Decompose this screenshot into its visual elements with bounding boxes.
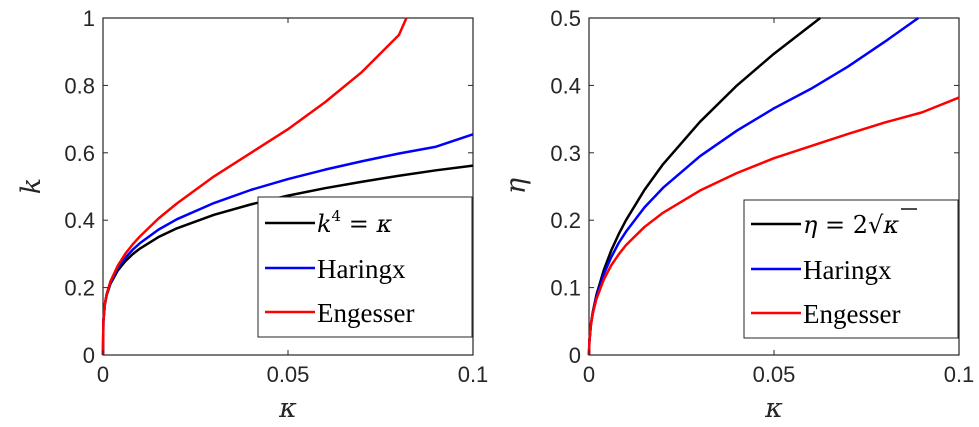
left-ticks-group: 0 0.05 0.1 0 0.2 0.4 0.6 0.8 1 (64, 6, 488, 387)
right-ticks-group: 0 0.05 0.1 0 0.1 0.2 0.3 0.4 0.5 (550, 6, 974, 387)
right-legend-label-1: η = 2√κ (803, 211, 899, 239)
right-ytick-label: 0.2 (550, 208, 581, 233)
right-xlabel: κ (764, 393, 783, 424)
right-legend-label-2: Haringx (803, 255, 892, 285)
right-ytick-label: 0.1 (550, 276, 581, 301)
left-ylabel: k (16, 178, 47, 194)
left-xtick-label: 0.1 (458, 362, 489, 387)
left-chart: 0 0.05 0.1 0 0.2 0.4 0.6 0.8 1 κ k k4 = κ Haring… (16, 6, 488, 424)
right-ylabel: η (501, 178, 532, 194)
left-ytick-label: 0.4 (64, 208, 95, 233)
right-ytick-label: 0.3 (550, 141, 581, 166)
left-legend: k4 = κ Haringx Engesser (257, 196, 473, 338)
right-series-line-3 (587, 96, 960, 356)
left-legend-label-3: Engesser (317, 298, 414, 328)
left-legend-label-2: Haringx (317, 254, 406, 284)
right-xtick-label: 0.1 (944, 362, 975, 387)
left-ytick-label: 1 (83, 6, 95, 31)
left-ytick-label: 0.6 (64, 141, 95, 166)
right-ytick-label: 0.4 (550, 73, 581, 98)
right-series-group (587, 16, 960, 356)
right-legend-label-3: Engesser (803, 299, 900, 329)
left-xlabel: κ (278, 393, 297, 424)
left-legend-label-1: k4 = κ (317, 207, 392, 238)
left-ytick-label: 0.2 (64, 276, 95, 301)
right-ytick-label: 0.5 (550, 6, 581, 31)
left-series-group (101, 17, 474, 356)
right-legend: η = 2√κ Haringx Engesser (743, 199, 959, 339)
right-ytick-label: 0 (569, 343, 581, 368)
left-ytick-label: 0.8 (64, 73, 95, 98)
left-xtick-label: 0 (97, 362, 109, 387)
right-xtick-label: 0 (583, 362, 595, 387)
left-xtick-label: 0.05 (267, 362, 310, 387)
right-xtick-label: 0.05 (753, 362, 796, 387)
right-chart: 0 0.05 0.1 0 0.1 0.2 0.3 0.4 0.5 κ η η = 2√κ Har… (501, 6, 974, 424)
left-series-line-3 (101, 17, 408, 356)
left-ytick-label: 0 (83, 343, 95, 368)
